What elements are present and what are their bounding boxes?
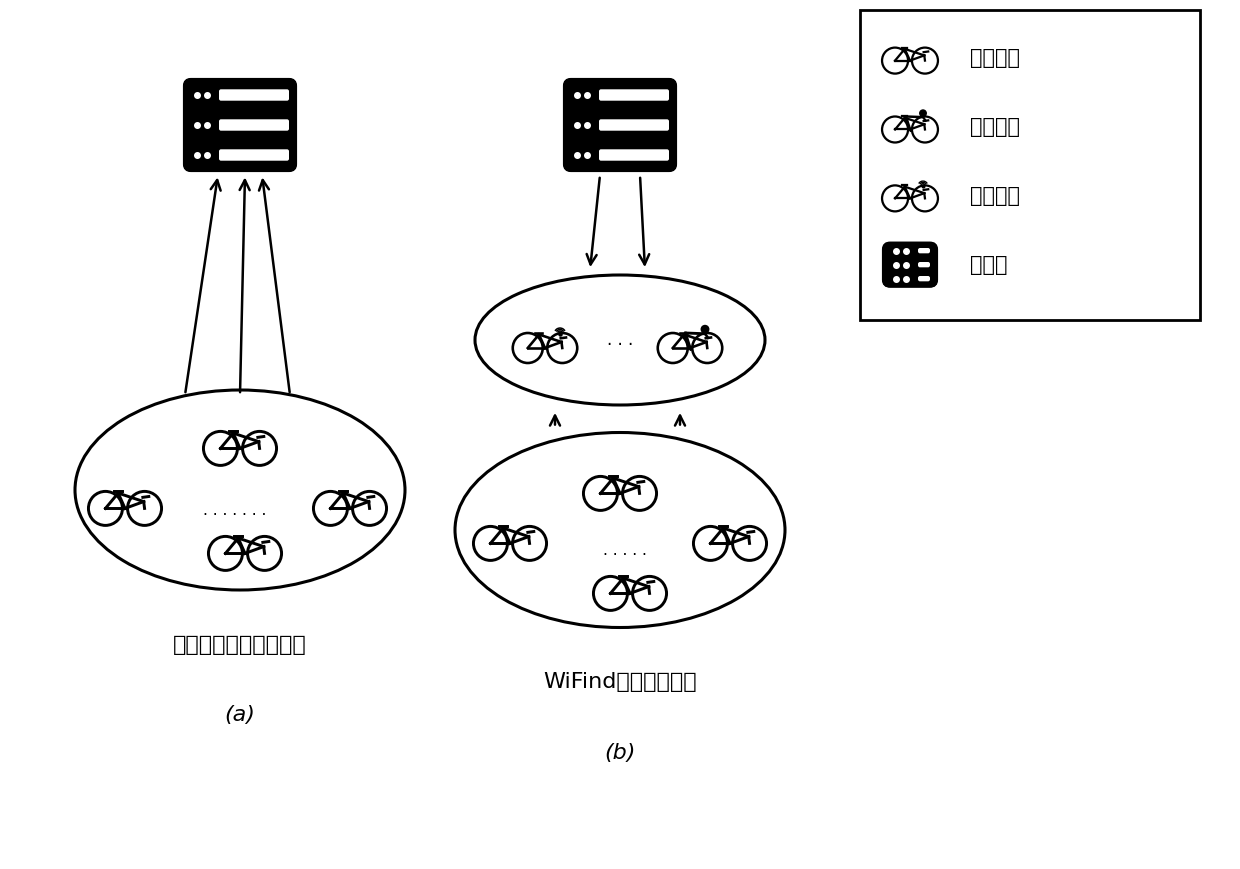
- FancyBboxPatch shape: [918, 248, 930, 254]
- FancyBboxPatch shape: [884, 272, 936, 286]
- Circle shape: [702, 326, 709, 333]
- FancyBboxPatch shape: [185, 140, 295, 170]
- FancyBboxPatch shape: [599, 90, 670, 101]
- FancyBboxPatch shape: [185, 110, 295, 140]
- FancyBboxPatch shape: [565, 80, 675, 110]
- Text: · · ·: · · ·: [606, 336, 634, 354]
- FancyBboxPatch shape: [219, 149, 289, 161]
- Text: · · · · · · ·: · · · · · · ·: [203, 507, 267, 522]
- Text: (b): (b): [604, 742, 636, 762]
- Text: 用户单车: 用户单车: [970, 117, 1021, 137]
- FancyBboxPatch shape: [219, 90, 289, 101]
- Text: · · · · ·: · · · · ·: [603, 547, 647, 562]
- Text: 一般单车: 一般单车: [970, 48, 1021, 68]
- FancyBboxPatch shape: [599, 149, 670, 161]
- FancyBboxPatch shape: [219, 119, 289, 130]
- FancyBboxPatch shape: [565, 140, 675, 170]
- Text: WiFind分级通信模式: WiFind分级通信模式: [543, 673, 697, 693]
- Text: (a): (a): [224, 705, 255, 725]
- Text: 现有共享单车通信模式: 现有共享单车通信模式: [174, 635, 306, 655]
- FancyBboxPatch shape: [884, 258, 936, 272]
- FancyBboxPatch shape: [918, 262, 930, 268]
- FancyBboxPatch shape: [918, 276, 930, 282]
- FancyBboxPatch shape: [565, 110, 675, 140]
- Text: 簇头单车: 簇头单车: [970, 186, 1021, 206]
- FancyBboxPatch shape: [861, 10, 1200, 320]
- Text: 服务器: 服务器: [970, 255, 1007, 275]
- Circle shape: [920, 110, 926, 116]
- FancyBboxPatch shape: [884, 243, 936, 258]
- FancyBboxPatch shape: [185, 80, 295, 110]
- FancyBboxPatch shape: [599, 119, 670, 130]
